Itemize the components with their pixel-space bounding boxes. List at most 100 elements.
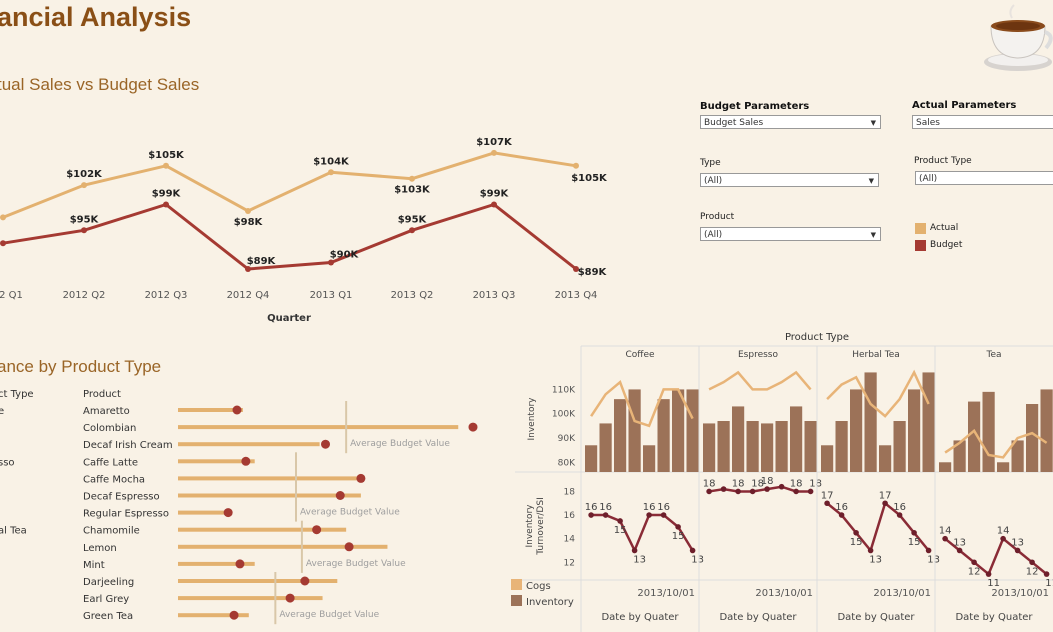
product-label: Caffe Latte [83, 457, 138, 468]
actual-bar [178, 544, 388, 549]
legend-budget-label: Budget [930, 240, 963, 250]
reference-label-bg [348, 437, 445, 450]
actual-bar [178, 476, 364, 481]
y-axis-label-inventory: Inventory [527, 397, 537, 441]
x-axis-label: Date by Quater [719, 612, 797, 623]
data-point [0, 214, 6, 221]
y-tick-turnover: 18 [564, 487, 576, 497]
legend-label: Inventory [526, 597, 574, 608]
budget-dot [344, 542, 354, 552]
data-point [245, 266, 251, 272]
actual-bar [178, 561, 255, 566]
product-select[interactable]: (All) ▼ [700, 227, 881, 241]
inventory-bar [968, 401, 981, 472]
turnover-label: 16 [585, 502, 598, 513]
inventory-bar [717, 421, 730, 472]
turnover-label: 12 [968, 566, 981, 577]
turnover-label: 13 [691, 554, 704, 565]
turnover-label: 18 [751, 478, 764, 489]
turnover-point [660, 512, 667, 518]
turnover-point [985, 571, 992, 577]
product-label: Earl Grey [83, 594, 129, 605]
y-axis-label-turnover: Inventory [525, 504, 535, 548]
turnover-label: 16 [893, 502, 906, 513]
data-label: $98K [234, 217, 264, 228]
inventory-bar [922, 372, 935, 472]
turnover-point [824, 500, 830, 507]
legend-swatch [511, 595, 522, 606]
panel-header: Coffee [625, 350, 655, 360]
turnover-label: 16 [835, 502, 848, 513]
data-label: $95K [398, 214, 428, 225]
y-tick-inventory: 80K [558, 458, 576, 468]
product-type-select[interactable]: (All) [915, 171, 1053, 185]
actual-bar [178, 527, 347, 532]
data-point [409, 227, 415, 234]
inventory-bar [585, 445, 598, 472]
x-tick-date: 2013/10/01 [991, 588, 1049, 599]
chevron-down-icon: ▼ [870, 119, 876, 127]
data-point [409, 175, 415, 182]
variance-dot-chart: ct Type Product e sso al Tea Amaretto Colombia… [0, 389, 478, 625]
actual-bar [178, 493, 361, 498]
turnover-point [1000, 535, 1006, 542]
inventory-bar [775, 421, 788, 472]
turnover-label: 18 [732, 478, 745, 489]
series-line-budget [2, 202, 577, 271]
turnover-point [675, 524, 681, 530]
x-axis-label: Date by Quater [837, 612, 915, 623]
data-point [573, 162, 579, 169]
x-tick-label: 2013 Q2 [391, 290, 434, 301]
inventory-bar [614, 399, 627, 472]
actual-bar [178, 613, 249, 618]
inventory-bar [746, 421, 759, 472]
inventory-bar [599, 423, 612, 472]
turnover-label: 18 [761, 476, 774, 487]
y-tick-turnover: 14 [564, 535, 576, 545]
inventory-bar [657, 399, 670, 472]
x-tick-label: 2012 Q4 [227, 290, 270, 301]
turnover-point [764, 486, 770, 492]
product-label: Decaf Espresso [83, 492, 160, 503]
sales-section-title: tual Sales vs Budget Sales [0, 75, 200, 94]
average-budget-label: Average Budget Value [300, 508, 400, 518]
turnover-point [838, 512, 845, 518]
product-label: Colombian [83, 423, 136, 434]
data-point [328, 169, 334, 176]
sales-line-chart: $102K $105K $98K $104K $103K $107K $105K $95K $9… [0, 137, 608, 324]
actual-bar [178, 579, 338, 583]
inventory-bar [686, 389, 699, 472]
x-tick-label: 2 Q1 [0, 290, 23, 301]
cogs-line [826, 369, 930, 418]
chevron-down-icon: ▼ [870, 231, 876, 239]
turnover-point [1029, 559, 1035, 566]
turnover-label: 13 [1011, 537, 1024, 548]
turnover-label: 13 [953, 537, 966, 548]
cogs-line [708, 370, 812, 391]
budget-dot [229, 610, 239, 620]
data-label: $107K [476, 137, 513, 148]
budget-parameters-select[interactable]: Budget Sales ▼ [700, 115, 881, 129]
budget-dot [285, 593, 295, 603]
product-label: Caffe Mocha [83, 474, 145, 485]
turnover-point [778, 483, 785, 490]
budget-dot [468, 422, 478, 432]
data-point [491, 201, 497, 208]
panel-header: Espresso [738, 350, 779, 360]
reference-label-bg [298, 505, 394, 518]
x-tick-label: 2012 Q2 [63, 290, 106, 301]
column-header-type: ct Type [0, 389, 34, 400]
type-select[interactable]: (All) ▼ [700, 173, 879, 187]
inventory-bar [821, 445, 834, 472]
x-axis-label: Quarter [267, 313, 311, 324]
data-point [573, 266, 579, 272]
product-label: Product [700, 212, 735, 222]
turnover-point [956, 547, 963, 554]
actual-parameters-select[interactable]: Sales [912, 115, 1053, 129]
turnover-point [807, 488, 814, 495]
product-type-label: sso [0, 457, 15, 468]
actual-bar [178, 510, 229, 515]
y-tick-inventory: 100K [552, 410, 576, 420]
actual-bar [178, 596, 323, 601]
